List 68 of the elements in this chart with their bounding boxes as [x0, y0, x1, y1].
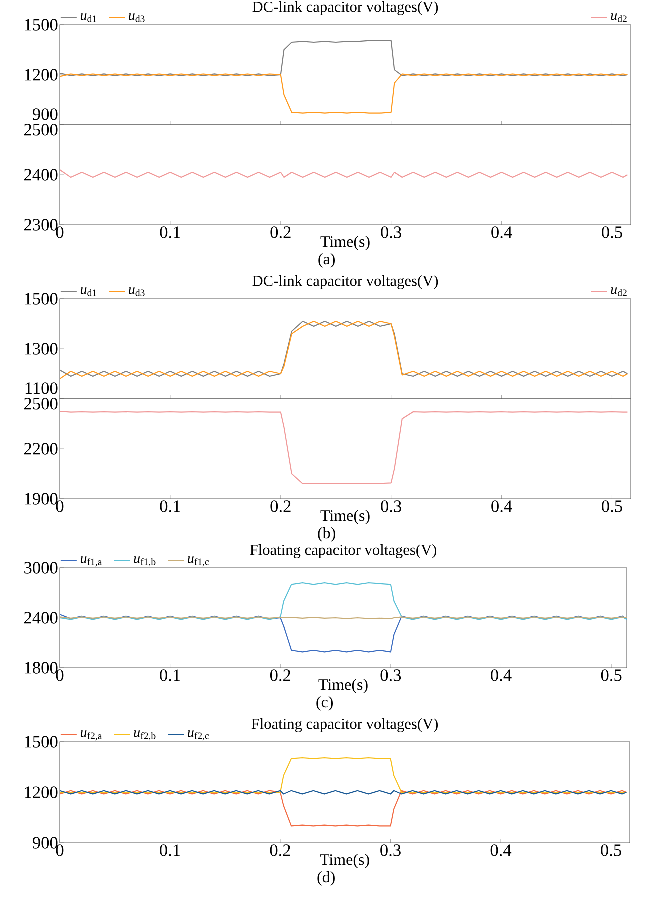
- x-tick-label: 0.1: [160, 500, 180, 512]
- legend-label: u$_{f2,b}$: [134, 730, 156, 741]
- y-tick-label: 1300: [25, 343, 58, 355]
- x-tick-label: 0.5: [601, 844, 622, 856]
- x-tick-label: 0.5: [602, 226, 622, 238]
- legend-label: u$_{d3}$: [129, 288, 145, 296]
- y-tick-label: 900: [32, 108, 58, 120]
- y-tick-label: 1500: [25, 19, 58, 31]
- x-tick-label: 0.5: [602, 500, 622, 512]
- y-tick-label: 2400: [24, 612, 58, 624]
- x-axis-title: Time(s): [320, 854, 370, 868]
- y-tick-label: 1100: [26, 382, 58, 394]
- y-tick-label: 1200: [25, 69, 58, 81]
- y-tick-label: 2500: [24, 398, 58, 410]
- x-tick-label: 0.2: [270, 500, 291, 512]
- chart-title: DC-link capacitor voltages(V): [252, 1, 438, 16]
- text: (d): [318, 871, 335, 886]
- text: (c): [316, 696, 334, 711]
- y-tick-label: 2200: [24, 443, 58, 455]
- text: (b): [318, 527, 336, 542]
- line-series: [60, 582, 627, 620]
- x-tick-label: 0: [56, 226, 64, 238]
- y-tick-label: 1500: [25, 736, 58, 748]
- x-axis-title: Time(s): [318, 678, 368, 694]
- legend-label: u$_{d3}$: [129, 14, 145, 22]
- legend-label: u$_{d2}$: [611, 288, 627, 296]
- x-tick-label: 0.4: [490, 844, 512, 856]
- x-tick-label: 0.3: [381, 500, 402, 512]
- x-tick-label: 0.4: [492, 226, 512, 238]
- x-tick-label: 0: [56, 500, 64, 512]
- y-tick-label: 1800: [25, 662, 58, 674]
- y-tick-label: 1200: [25, 786, 58, 798]
- y-tick-label: 1500: [25, 293, 58, 305]
- y-tick-label: 3000: [24, 562, 58, 574]
- x-tick-label: 0.1: [160, 670, 180, 682]
- x-tick-label: 0.3: [381, 226, 402, 238]
- x-tick-label: 0.3: [380, 670, 402, 682]
- y-tick-label: 1900: [25, 493, 58, 505]
- x-tick-label: 0: [56, 844, 64, 856]
- x-tick-label: 0.2: [270, 844, 290, 856]
- x-tick-label: 0.1: [160, 226, 180, 238]
- legend-label: u$_{f1,c}$: [188, 556, 210, 567]
- legend-label: u$_{f2,a}$: [80, 730, 102, 741]
- x-tick-label: 0.2: [270, 670, 291, 682]
- legend-label: u$_{f1,a}$: [80, 556, 102, 567]
- x-axis-title: Time(s): [320, 236, 370, 250]
- x-axis-title: Time(s): [320, 510, 370, 524]
- y-tick-label: 2300: [24, 219, 58, 231]
- x-tick-label: 0.2: [270, 226, 291, 238]
- legend-label: u$_{d1}$: [80, 14, 96, 22]
- x-tick-label: 0: [56, 670, 64, 682]
- y-tick-label: 2400: [24, 169, 58, 181]
- x-tick-label: 0.4: [491, 670, 512, 682]
- x-tick-label: 0.1: [160, 844, 180, 856]
- line-series: [60, 790, 628, 827]
- x-tick-label: 0.4: [492, 500, 512, 512]
- chart-title: Floating capacitor voltages(V): [250, 544, 437, 558]
- legend-label: u$_{f2,c}$: [188, 730, 210, 741]
- x-tick-label: 0.5: [601, 670, 622, 682]
- text: (a): [318, 253, 336, 268]
- legend-label: u$_{d1}$: [80, 288, 96, 296]
- x-tick-label: 0.3: [380, 844, 401, 856]
- chart-title: Floating capacitor voltages(V): [252, 718, 438, 732]
- chart-title: DC-link capacitor voltages(V): [252, 275, 438, 290]
- legend-label: u$_{d2}$: [611, 14, 627, 22]
- legend-label: u$_{f1,b}$: [134, 556, 156, 567]
- y-tick-label: 900: [32, 837, 58, 849]
- y-tick-label: 2500: [24, 124, 58, 136]
